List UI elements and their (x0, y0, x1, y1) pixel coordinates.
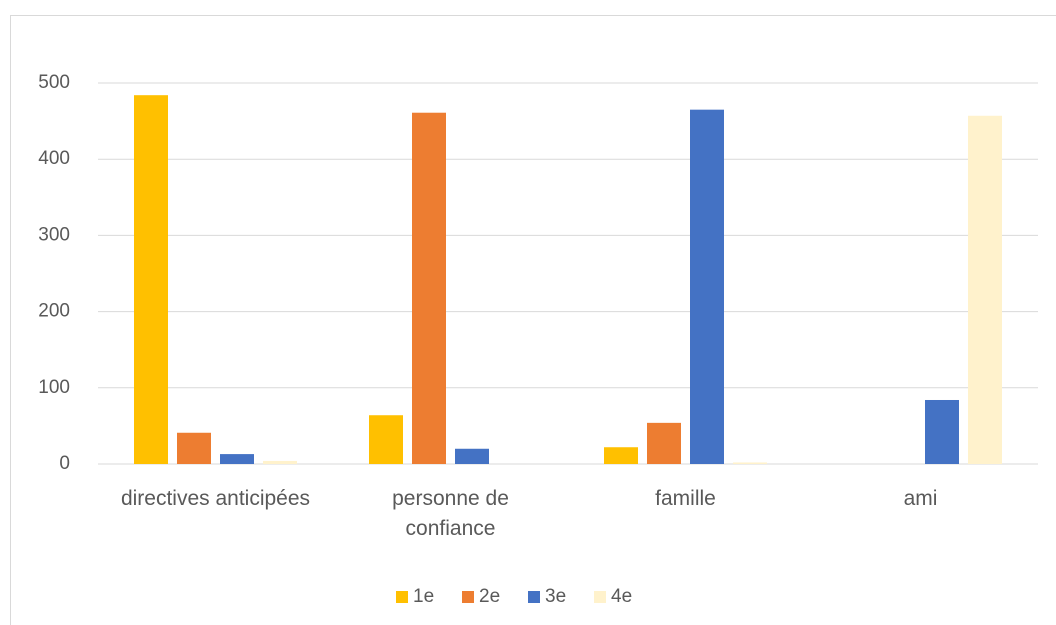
legend-swatch (528, 591, 540, 603)
legend-label: 1e (413, 586, 434, 607)
x-tick-label: directives anticipées (120, 487, 311, 510)
legend-label: 4e (611, 586, 632, 607)
legend-swatch (396, 591, 408, 603)
x-tick-label: ami (903, 487, 938, 510)
y-tick-label: 200 (38, 301, 70, 322)
bar (369, 415, 403, 464)
x-tick-label: famille (655, 487, 716, 510)
legend-swatch (462, 591, 474, 603)
chart-frame (10, 15, 1056, 625)
legend-swatch (594, 591, 606, 603)
bar (925, 399, 959, 464)
bar (455, 448, 489, 464)
legend-label: 2e (479, 586, 500, 607)
bar (604, 447, 638, 464)
bar (412, 112, 446, 464)
x-tick-label: personne de confiance (392, 487, 509, 540)
y-tick-label: 100 (38, 377, 70, 398)
bar (968, 115, 1002, 465)
y-tick-label: 0 (59, 453, 70, 474)
bar (134, 95, 168, 464)
bar (647, 422, 681, 464)
y-tick-label: 500 (38, 72, 70, 93)
bar (263, 460, 297, 464)
bar (690, 109, 724, 465)
y-tick-label: 400 (38, 148, 70, 169)
legend-label: 3e (545, 586, 566, 607)
y-tick-label: 300 (38, 224, 70, 245)
bar (733, 462, 767, 464)
bar (177, 432, 211, 464)
bar (220, 454, 254, 464)
